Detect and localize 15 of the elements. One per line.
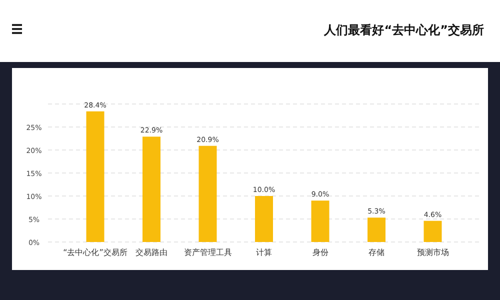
bar xyxy=(255,196,273,242)
x-tick-label: 身份 xyxy=(312,248,328,257)
bar xyxy=(311,200,330,242)
bar xyxy=(424,220,442,242)
x-tick-label: 交易路由 xyxy=(136,248,168,257)
x-tick-label: 存储 xyxy=(368,248,384,257)
x-tick-label: 预测市场 xyxy=(416,248,449,257)
bar xyxy=(368,218,386,242)
chart-title: 人们最看好“去中心化”交易所 xyxy=(323,23,484,37)
x-tick-label: 计算 xyxy=(256,248,272,257)
bar xyxy=(198,146,217,242)
x-tick-label: “去中心化”交易所 xyxy=(63,248,128,257)
bar xyxy=(142,136,160,242)
bar xyxy=(86,111,104,242)
x-tick-label: 资产管理工具 xyxy=(184,248,232,257)
